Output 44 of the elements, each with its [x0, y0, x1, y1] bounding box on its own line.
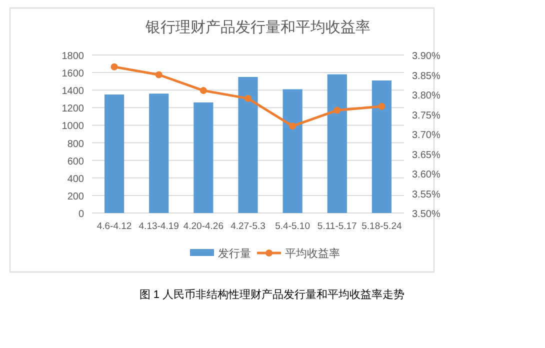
bar [238, 76, 258, 213]
y2-tick-label: 3.85% [412, 70, 440, 82]
point [244, 94, 252, 102]
legend-label: 平均收益率 [285, 247, 340, 260]
legend-label: 发行量 [218, 248, 251, 260]
y-tick-label: 200 [67, 191, 84, 202]
bar [282, 89, 302, 213]
x-tick-label: 4.20-4.26 [183, 221, 224, 232]
y2-tick-label: 3.60% [412, 170, 440, 180]
point [289, 122, 296, 130]
y2-tick-label: 3.50% [412, 209, 440, 220]
caption: 图 1 人民币非结构性理财产品发行量和平均收益率走势 [139, 288, 405, 301]
y-tick-label: 0 [78, 209, 84, 220]
x-tick-label: 4.13-4.19 [138, 221, 179, 232]
y-tick-label: 1600 [62, 68, 84, 80]
y2-tick-label: 3.90% [412, 51, 440, 62]
bar [149, 94, 169, 213]
y2-tick-label: 3.65% [412, 150, 440, 161]
point [155, 71, 162, 78]
y2-tick-label: 3.80% [412, 90, 440, 102]
chart-title: 银行理财产品发行量和平均收益率 [144, 19, 370, 36]
bar [372, 80, 392, 213]
y-tick-label: 1000 [62, 121, 84, 132]
y2-tick-label: 3.70% [412, 130, 440, 141]
point [334, 106, 341, 114]
y-tick-label: 400 [67, 174, 84, 185]
x-tick-label: 5.11-5.17 [317, 221, 357, 232]
x-tick-label: 4.27-5.3 [230, 221, 266, 232]
y-tick-label: 1800 [62, 51, 84, 62]
bar [327, 74, 347, 213]
point [110, 63, 118, 70]
y-tick-label: 1200 [62, 104, 84, 115]
y2-tick-label: 3.55% [412, 189, 440, 200]
y2-tick-label: 3.75% [412, 110, 440, 122]
bar [104, 94, 124, 213]
point [378, 102, 386, 110]
x-tick-label: 5.18-5.24 [362, 221, 402, 232]
bar [194, 102, 214, 213]
x-tick-label: 5.4-5.10 [275, 221, 310, 232]
point [200, 87, 207, 94]
y-tick-label: 1400 [62, 86, 84, 98]
y-tick-label: 800 [67, 138, 84, 150]
x-tick-label: 4.6-4.12 [96, 221, 132, 232]
y-tick-label: 600 [67, 156, 84, 168]
